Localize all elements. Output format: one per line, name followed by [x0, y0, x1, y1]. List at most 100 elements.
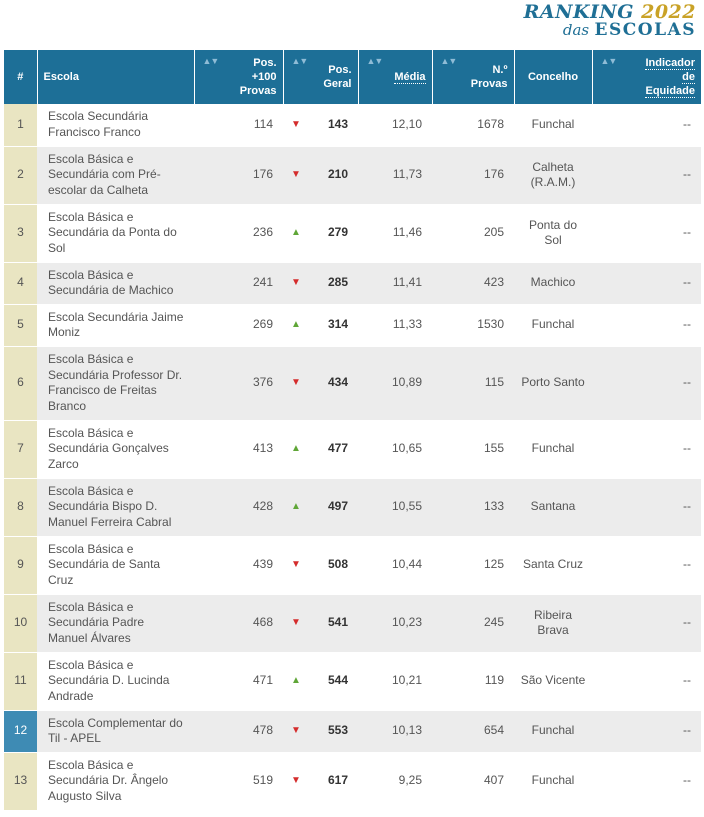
sort-icon[interactable]: ▲▼	[291, 56, 309, 66]
pos-100-provas: 236	[194, 204, 283, 263]
school-name[interactable]: Escola Básica e Secundária Bispo D. Manu…	[37, 478, 194, 537]
media: 10,44	[358, 536, 432, 595]
indicador-equidade: --	[592, 536, 701, 595]
indicador-equidade: --	[592, 146, 701, 205]
concelho: Porto Santo	[514, 346, 592, 421]
table-row[interactable]: 13 Escola Básica e Secundária Dr. Ângelo …	[4, 752, 701, 811]
table-row[interactable]: 3 Escola Básica e Secundária da Ponta do …	[4, 204, 701, 263]
sort-icon[interactable]: ▲▼	[366, 56, 384, 66]
pos-geral: 544	[327, 673, 348, 688]
row-rank: 5	[4, 304, 37, 347]
table-row[interactable]: 2 Escola Básica e Secundária com Pré-esco…	[4, 146, 701, 205]
school-name[interactable]: Escola Básica e Secundária com Pré-escol…	[37, 146, 194, 205]
table-row[interactable]: 4 Escola Básica e Secundária de Machico 24…	[4, 262, 701, 305]
sort-icon[interactable]: ▲▼	[440, 56, 458, 66]
logo-das-text: das	[562, 21, 590, 39]
row-rank: 9	[4, 536, 37, 595]
pos-100-provas: 376	[194, 346, 283, 421]
school-name[interactable]: Escola Básica e Secundária de Santa Cruz	[37, 536, 194, 595]
school-name[interactable]: Escola Básica e Secundária Professor Dr.…	[37, 346, 194, 421]
header-concelho[interactable]: Concelho	[514, 50, 593, 104]
table-row[interactable]: 12 Escola Complementar do Til - APEL 478 ▼ 5…	[4, 710, 701, 753]
pos-geral: 210	[327, 167, 348, 182]
trend-up-icon: ▲	[291, 675, 301, 687]
pos-100-provas: 439	[194, 536, 283, 595]
concelho: Funchal	[514, 752, 592, 811]
trend-down-icon: ▼	[291, 775, 301, 787]
pos-geral-cell: ▼ 553	[283, 710, 358, 753]
pos-geral-cell: ▼ 508	[283, 536, 358, 595]
pos-100-provas: 468	[194, 594, 283, 653]
school-name[interactable]: Escola Básica e Secundária Padre Manuel …	[37, 594, 194, 653]
table-row[interactable]: 11 Escola Básica e Secundária D. Lucinda …	[4, 652, 701, 711]
pos-geral-cell: ▼ 143	[283, 104, 358, 147]
concelho: Santana	[514, 478, 592, 537]
concelho: Ribeira Brava	[514, 594, 592, 653]
table-row[interactable]: 7 Escola Básica e Secundária Gonçalves Za…	[4, 420, 701, 479]
indicador-equidade: --	[592, 652, 701, 711]
media: 11,41	[358, 262, 432, 305]
row-rank: 3	[4, 204, 37, 263]
pos-geral-cell: ▼ 617	[283, 752, 358, 811]
media: 10,21	[358, 652, 432, 711]
pos-100-provas: 478	[194, 710, 283, 753]
school-name[interactable]: Escola Secundária Jaime Moniz	[37, 304, 194, 347]
header-num[interactable]: #	[4, 50, 38, 104]
n-provas: 407	[432, 752, 514, 811]
pos-100-provas: 428	[194, 478, 283, 537]
indicador-equidade: --	[592, 346, 701, 421]
pos-geral-cell: ▲ 544	[283, 652, 358, 711]
school-name[interactable]: Escola Básica e Secundária Gonçalves Zar…	[37, 420, 194, 479]
n-provas: 245	[432, 594, 514, 653]
trend-down-icon: ▼	[291, 725, 301, 737]
school-name[interactable]: Escola Básica e Secundária D. Lucinda An…	[37, 652, 194, 711]
n-provas: 654	[432, 710, 514, 753]
row-rank: 7	[4, 420, 37, 479]
concelho: Funchal	[514, 304, 592, 347]
indicador-equidade: --	[592, 104, 701, 147]
n-provas: 155	[432, 420, 514, 479]
pos-100-provas: 241	[194, 262, 283, 305]
table-row[interactable]: 5 Escola Secundária Jaime Moniz 269 ▲ 314 11,…	[4, 304, 701, 347]
pos-100-provas: 176	[194, 146, 283, 205]
table-row[interactable]: 8 Escola Básica e Secundária Bispo D. Man…	[4, 478, 701, 537]
school-name[interactable]: Escola Secundária Francisco Franco	[37, 104, 194, 147]
media: 10,89	[358, 346, 432, 421]
header-pos-100-provas[interactable]: ▲▼ Pos. +100 Provas	[194, 50, 284, 104]
trend-down-icon: ▼	[291, 377, 301, 389]
school-name[interactable]: Escola Básica e Secundária Dr. Ângelo Au…	[37, 752, 194, 811]
media: 10,55	[358, 478, 432, 537]
school-name[interactable]: Escola Básica e Secundária de Machico	[37, 262, 194, 305]
sort-icon[interactable]: ▲▼	[600, 56, 618, 66]
indicador-equidade: --	[592, 262, 701, 305]
table-header-row: # Escola ▲▼ Pos. +100 Provas ▲▼ Pos. Ger…	[4, 50, 701, 104]
n-provas: 1678	[432, 104, 514, 147]
pos-100-provas: 413	[194, 420, 283, 479]
media: 11,46	[358, 204, 432, 263]
pos-geral: 477	[327, 441, 348, 456]
media: 10,13	[358, 710, 432, 753]
trend-up-icon: ▲	[291, 319, 301, 331]
logo-year-text: 2022	[641, 1, 696, 23]
school-name[interactable]: Escola Complementar do Til - APEL	[37, 710, 194, 753]
pos-geral: 314	[327, 317, 348, 332]
pos-geral: 434	[327, 375, 348, 390]
trend-down-icon: ▼	[291, 169, 301, 181]
table-row[interactable]: 10 Escola Básica e Secundária Padre Manue…	[4, 594, 701, 653]
pos-geral: 541	[327, 615, 348, 630]
pos-100-provas: 519	[194, 752, 283, 811]
header-indicador-equidade[interactable]: ▲▼ Indicador de Equidade	[592, 50, 701, 104]
sort-icon[interactable]: ▲▼	[202, 56, 220, 66]
n-provas: 205	[432, 204, 514, 263]
table-row[interactable]: 9 Escola Básica e Secundária de Santa Cru…	[4, 536, 701, 595]
logo-escolas-text: ESCOLAS	[594, 20, 696, 40]
table-row[interactable]: 1 Escola Secundária Francisco Franco 114 ▼ 1…	[4, 104, 701, 147]
pos-geral: 617	[327, 773, 348, 788]
header-pos-geral[interactable]: ▲▼ Pos. Geral	[283, 50, 359, 104]
table-row[interactable]: 6 Escola Básica e Secundária Professor Dr…	[4, 346, 701, 421]
school-name[interactable]: Escola Básica e Secundária da Ponta do S…	[37, 204, 194, 263]
header-escola[interactable]: Escola	[37, 50, 195, 104]
header-media[interactable]: ▲▼ Média	[358, 50, 433, 104]
header-n-provas[interactable]: ▲▼ N.º Provas	[432, 50, 515, 104]
pos-100-provas: 471	[194, 652, 283, 711]
